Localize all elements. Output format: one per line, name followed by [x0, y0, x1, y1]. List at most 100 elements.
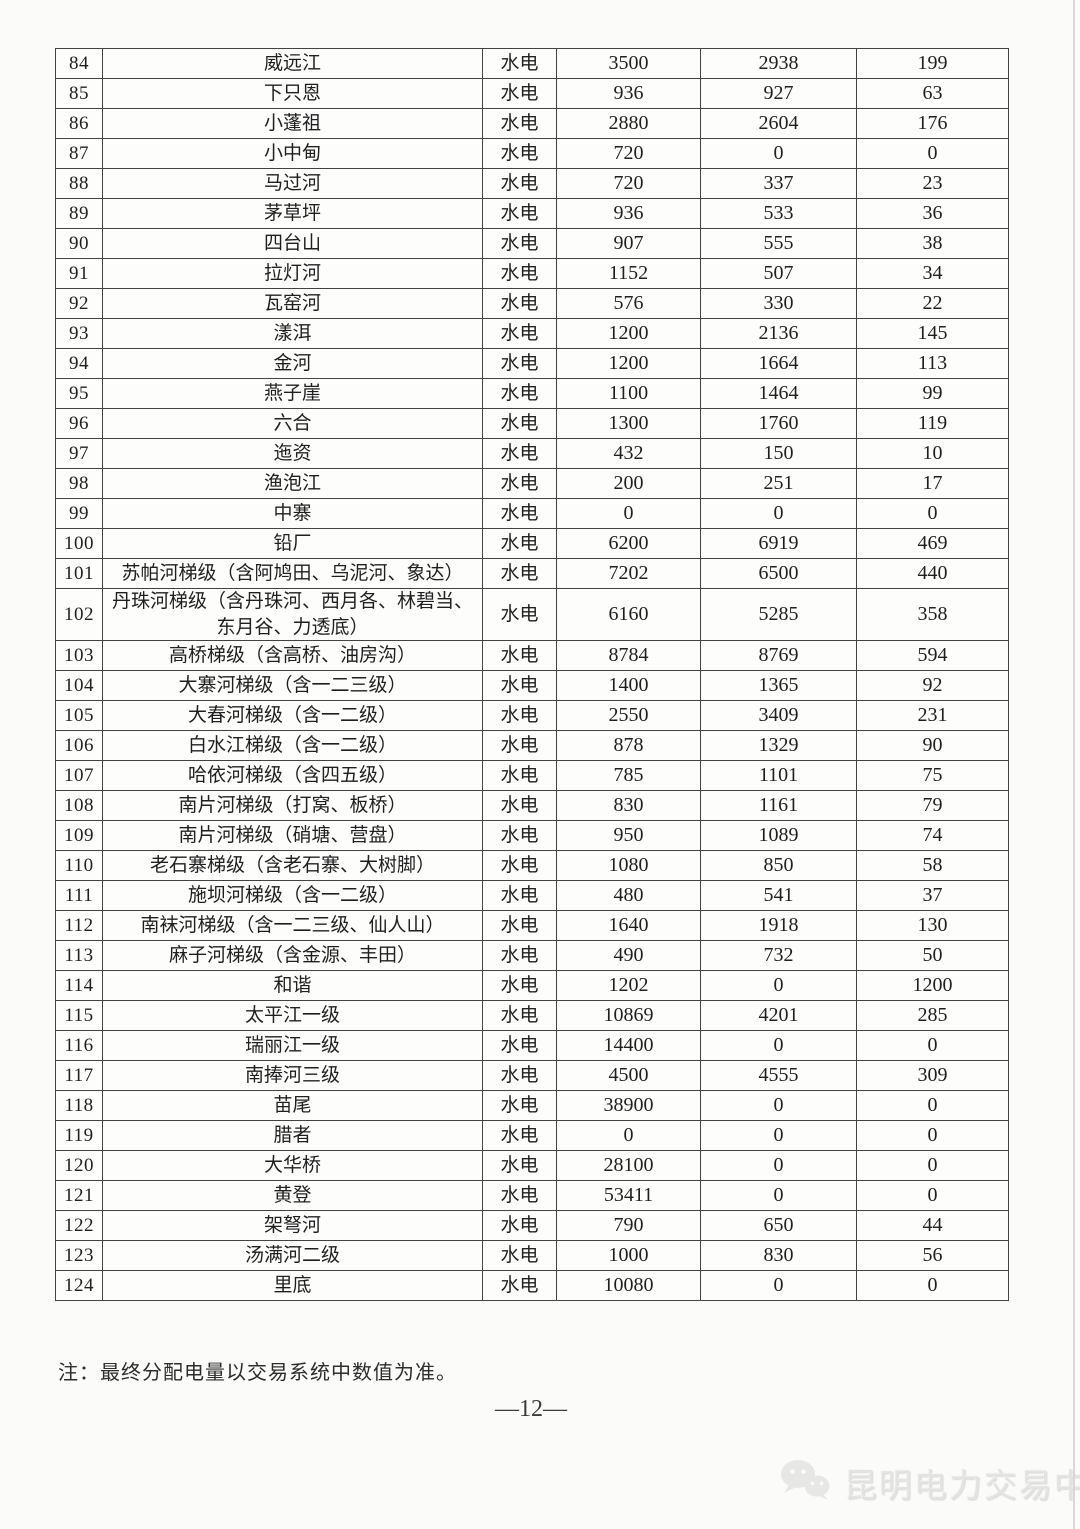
- value-3: 90: [856, 730, 1009, 762]
- value-3: 176: [856, 108, 1009, 139]
- plant-name: 瑞丽江一级: [102, 1030, 483, 1062]
- energy-type: 水电: [482, 528, 557, 559]
- energy-type: 水电: [482, 288, 557, 319]
- page-edge-line: [1073, 0, 1075, 1529]
- value-3: 0: [856, 1180, 1009, 1212]
- table-row: 112 南袜河梯级（含一二三级、仙人山） 水电 1640 1918 130: [55, 910, 1009, 942]
- value-1: 785: [556, 760, 701, 792]
- row-number: 110: [55, 850, 103, 882]
- value-3: 99: [856, 378, 1009, 409]
- energy-type: 水电: [482, 790, 557, 822]
- plant-name: 哈依河梯级（含四五级）: [102, 760, 483, 792]
- value-3: 23: [856, 168, 1009, 199]
- value-2: 507: [700, 258, 857, 289]
- value-1: 936: [556, 78, 701, 109]
- value-2: 2604: [700, 108, 857, 139]
- value-3: 0: [856, 1270, 1009, 1302]
- energy-type: 水电: [482, 1270, 557, 1302]
- plant-name: 腊者: [102, 1120, 483, 1152]
- energy-type: 水电: [482, 318, 557, 349]
- table-row: 105 大春河梯级（含一二级） 水电 2550 3409 231: [55, 700, 1009, 732]
- value-2: 0: [700, 1090, 857, 1122]
- value-2: 1664: [700, 348, 857, 379]
- table-row: 108 南片河梯级（打窝、板桥） 水电 830 1161 79: [55, 790, 1009, 822]
- energy-type: 水电: [482, 730, 557, 762]
- row-number: 108: [55, 790, 103, 822]
- energy-type: 水电: [482, 820, 557, 852]
- value-1: 907: [556, 228, 701, 259]
- value-3: 58: [856, 850, 1009, 882]
- plant-name: 瓦窑河: [102, 288, 483, 319]
- plant-name: 黄登: [102, 1180, 483, 1212]
- value-2: 6919: [700, 528, 857, 559]
- value-3: 37: [856, 880, 1009, 912]
- value-3: 50: [856, 940, 1009, 972]
- row-number: 118: [55, 1090, 103, 1122]
- row-number: 106: [55, 730, 103, 762]
- energy-type: 水电: [482, 940, 557, 972]
- plant-name: 老石寨梯级（含老石寨、大树脚）: [102, 850, 483, 882]
- value-1: 1152: [556, 258, 701, 289]
- value-2: 650: [700, 1210, 857, 1242]
- value-3: 199: [856, 48, 1009, 79]
- value-3: 130: [856, 910, 1009, 942]
- table-row: 107 哈依河梯级（含四五级） 水电 785 1101 75: [55, 760, 1009, 792]
- plant-name: 麻子河梯级（含金源、丰田）: [102, 940, 483, 972]
- plant-name: 铅厂: [102, 528, 483, 559]
- energy-type: 水电: [482, 228, 557, 259]
- value-1: 950: [556, 820, 701, 852]
- value-3: 0: [856, 1120, 1009, 1152]
- table-row: 89 茅草坪 水电 936 533 36: [55, 198, 1009, 229]
- value-3: 0: [856, 498, 1009, 529]
- plant-name: 和谐: [102, 970, 483, 1002]
- plant-name: 白水江梯级（含一二级）: [102, 730, 483, 762]
- value-1: 7202: [556, 558, 701, 589]
- plant-name: 中寨: [102, 498, 483, 529]
- value-2: 927: [700, 78, 857, 109]
- table-row: 114 和谐 水电 1202 0 1200: [55, 970, 1009, 1002]
- plant-name: 汤满河二级: [102, 1240, 483, 1272]
- plant-name: 迤资: [102, 438, 483, 469]
- value-3: 119: [856, 408, 1009, 439]
- wechat-bubbles-icon: [778, 1456, 834, 1509]
- energy-type: 水电: [482, 1180, 557, 1212]
- value-1: 4500: [556, 1060, 701, 1092]
- table-row: 104 大寨河梯级（含一二三级） 水电 1400 1365 92: [55, 670, 1009, 702]
- row-number: 99: [55, 498, 103, 529]
- table-row: 98 渔泡江 水电 200 251 17: [55, 468, 1009, 499]
- row-number: 85: [55, 78, 103, 109]
- table-row: 121 黄登 水电 53411 0 0: [55, 1180, 1009, 1212]
- watermark-text: 昆明电力交易中心: [844, 1466, 1080, 1504]
- value-3: 0: [856, 1090, 1009, 1122]
- value-2: 337: [700, 168, 857, 199]
- table-row: 99 中寨 水电 0 0 0: [55, 498, 1009, 529]
- table-row: 88 马过河 水电 720 337 23: [55, 168, 1009, 199]
- table-row: 109 南片河梯级（硝塘、营盘） 水电 950 1089 74: [55, 820, 1009, 852]
- value-2: 0: [700, 1180, 857, 1212]
- value-1: 6200: [556, 528, 701, 559]
- value-3: 594: [856, 640, 1009, 672]
- table-row: 96 六合 水电 1300 1760 119: [55, 408, 1009, 439]
- value-2: 0: [700, 498, 857, 529]
- footnote: 注：最终分配电量以交易系统中数值为准。: [58, 1362, 457, 1384]
- energy-type: 水电: [482, 1240, 557, 1272]
- value-3: 0: [856, 1150, 1009, 1182]
- value-1: 1400: [556, 670, 701, 702]
- value-1: 2880: [556, 108, 701, 139]
- row-number: 94: [55, 348, 103, 379]
- plant-name: 小中甸: [102, 138, 483, 169]
- value-1: 720: [556, 138, 701, 169]
- row-number: 117: [55, 1060, 103, 1092]
- value-2: 2136: [700, 318, 857, 349]
- plant-name: 大春河梯级（含一二级）: [102, 700, 483, 732]
- table-row: 117 南捧河三级 水电 4500 4555 309: [55, 1060, 1009, 1092]
- value-1: 6160: [556, 587, 701, 642]
- value-3: 10: [856, 438, 1009, 469]
- value-3: 17: [856, 468, 1009, 499]
- energy-type: 水电: [482, 498, 557, 529]
- energy-type: 水电: [482, 378, 557, 409]
- table-row: 91 拉灯河 水电 1152 507 34: [55, 258, 1009, 289]
- value-2: 1918: [700, 910, 857, 942]
- table-row: 86 小蓬祖 水电 2880 2604 176: [55, 108, 1009, 139]
- row-number: 95: [55, 378, 103, 409]
